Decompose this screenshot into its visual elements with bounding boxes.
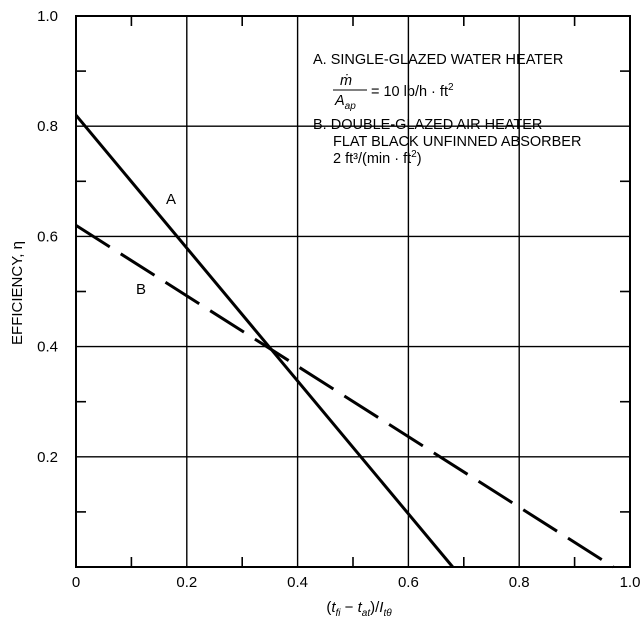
x-tick-label: 0 — [72, 574, 80, 591]
x-axis-label-s3: tθ — [383, 608, 392, 619]
legend-a-equation-text: = 10 lb/h · ft — [371, 84, 448, 100]
legend-a-mdot: ṁ — [340, 73, 352, 89]
x-tick-label: 0.6 — [398, 574, 419, 591]
x-tick-label: 0.2 — [176, 574, 197, 591]
x-axis-label-t1: t — [331, 599, 336, 616]
x-axis-label-s2: at — [362, 608, 372, 619]
y-tick-labels: 0.2 0.4 0.6 0.8 1.0 — [37, 8, 58, 466]
x-axis-label-t2: t — [358, 599, 363, 616]
legend-a-area-symbol: A — [334, 93, 345, 109]
legend-a-area-subscript: ap — [345, 101, 357, 112]
legend-b-line2: FLAT BLACK UNFINNED ABSORBER — [333, 134, 581, 150]
curve-label-b: B — [136, 281, 146, 298]
series-lines — [74, 114, 615, 569]
grid-lines — [76, 16, 630, 567]
x-axis-label: (tfi − tat)/Itθ — [326, 599, 392, 619]
x-tick-label: 0.8 — [509, 574, 530, 591]
legend-b-line3: 2 ft³/(min · ft2) — [333, 149, 422, 167]
x-tick-label: 0.4 — [287, 574, 308, 591]
x-axis-label-s1: fi — [336, 608, 342, 619]
minor-ticks — [76, 16, 630, 567]
x-axis-label-i: I — [379, 599, 383, 616]
x-tick-labels: 0 0.2 0.4 0.6 0.8 1.0 — [72, 574, 641, 591]
y-axis-label: EFFICIENCY, η — [9, 241, 26, 345]
plot-frame — [75, 15, 631, 568]
legend-a-equation: = 10 lb/h · ft2 — [371, 82, 454, 100]
y-tick-label: 0.2 — [37, 449, 58, 466]
legend-b-line3-end: ) — [417, 151, 422, 167]
y-tick-label: 0.8 — [37, 118, 58, 135]
x-axis-label-div: )/ — [370, 599, 380, 616]
series-line-b — [75, 224, 615, 569]
y-tick-label: 1.0 — [37, 8, 58, 25]
legend-b-line3-sup: 2 — [411, 149, 417, 160]
x-tick-label: 1.0 — [620, 574, 641, 591]
legend: A. SINGLE-GLAZED WATER HEATER ṁ Aap = 10… — [313, 52, 581, 167]
legend-b-line3-text: 2 ft³/(min · ft — [333, 151, 411, 167]
legend-b-line1: B. DOUBLE-GLAZED AIR HEATER — [313, 117, 542, 133]
legend-a-title: A. SINGLE-GLAZED WATER HEATER — [313, 52, 563, 68]
legend-a-area: Aap — [334, 93, 356, 112]
curve-label-a: A — [166, 191, 176, 208]
legend-a-equation-sup: 2 — [448, 82, 454, 93]
series-line-a — [74, 114, 454, 568]
x-axis-label-minus: − — [341, 599, 358, 616]
y-tick-label: 0.6 — [37, 228, 58, 245]
x-axis-label-open: ( — [326, 599, 331, 616]
y-tick-label: 0.4 — [37, 339, 58, 356]
